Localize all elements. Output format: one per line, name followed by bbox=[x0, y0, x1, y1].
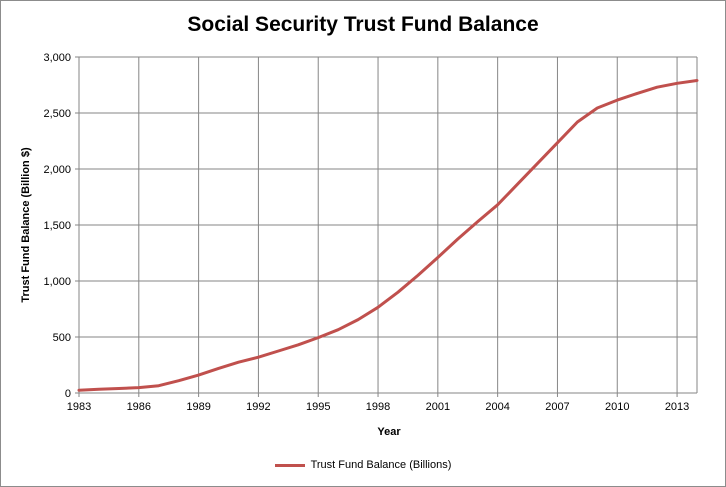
x-tick-label: 2001 bbox=[426, 401, 450, 413]
y-tick-label: 2,500 bbox=[43, 108, 71, 120]
y-tick-label: 2,000 bbox=[43, 164, 71, 176]
x-tick-label: 1995 bbox=[306, 401, 330, 413]
x-tick-label: 2004 bbox=[485, 401, 509, 413]
chart-title: Social Security Trust Fund Balance bbox=[187, 13, 539, 36]
y-axis-title: Trust Fund Balance (Billion $) bbox=[20, 147, 32, 303]
y-tick-label: 0 bbox=[65, 388, 71, 400]
x-tick-label: 1998 bbox=[366, 401, 390, 413]
y-tick-label: 500 bbox=[53, 332, 71, 344]
y-tick-label: 1,000 bbox=[43, 276, 71, 288]
legend: Trust Fund Balance (Billions) bbox=[1, 459, 725, 471]
y-tick-label: 1,500 bbox=[43, 220, 71, 232]
x-tick-label: 1986 bbox=[127, 401, 151, 413]
legend-label: Trust Fund Balance (Billions) bbox=[310, 459, 452, 471]
legend-swatch bbox=[274, 463, 305, 467]
x-tick-label: 2010 bbox=[605, 401, 629, 413]
x-tick-label: 1989 bbox=[186, 401, 210, 413]
series-line bbox=[77, 79, 699, 392]
x-tick-label: 1983 bbox=[67, 401, 91, 413]
x-tick-label: 2013 bbox=[665, 401, 689, 413]
x-tick-label: 2007 bbox=[545, 401, 569, 413]
y-tick-label: 3,000 bbox=[43, 52, 71, 64]
x-axis-title: Year bbox=[377, 426, 401, 438]
x-tick-label: 1992 bbox=[246, 401, 270, 413]
